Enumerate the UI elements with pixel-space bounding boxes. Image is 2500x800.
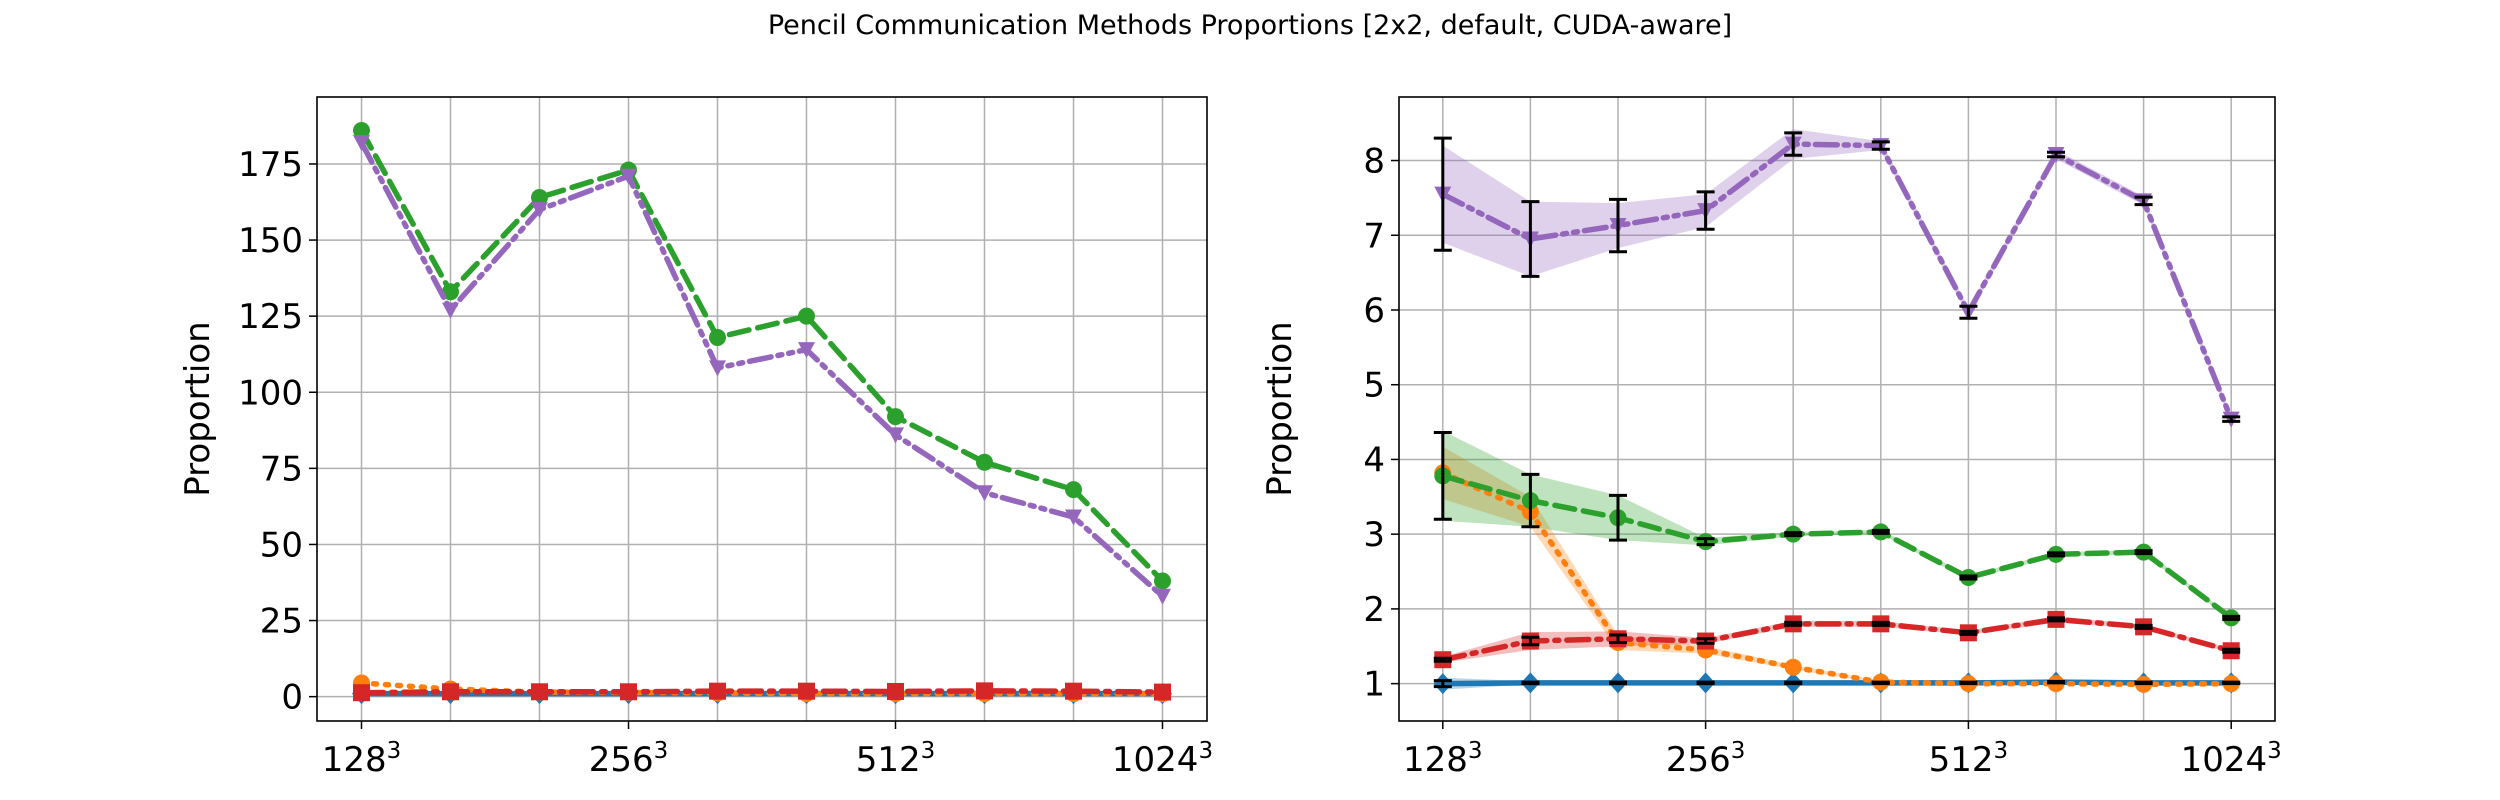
red-data-point xyxy=(976,682,993,700)
purple-confidence-band xyxy=(1442,129,2232,424)
purple-series-line xyxy=(358,139,1166,599)
red-data-point xyxy=(531,683,548,701)
y-tick-label: 4 xyxy=(1363,440,1385,480)
y-tick-label: 175 xyxy=(238,145,303,185)
green-data-point xyxy=(1065,481,1082,499)
red-data-point xyxy=(442,683,459,701)
purple-data-point xyxy=(709,360,726,377)
red-data-point xyxy=(709,682,726,700)
y-tick-label: 7 xyxy=(1363,216,1385,256)
x-tick-label: 5123 xyxy=(856,738,936,780)
y-tick-label: 50 xyxy=(260,525,303,565)
x-tick-label: 5123 xyxy=(1929,738,2009,780)
y-tick-label: 2 xyxy=(1363,590,1385,630)
y-tick-label: 75 xyxy=(260,449,303,489)
y-tick-label: 100 xyxy=(238,373,303,413)
purple-data-point xyxy=(798,342,815,359)
green-data-point xyxy=(887,408,904,426)
red-data-point xyxy=(1065,682,1082,700)
x-tick-label: 2563 xyxy=(589,738,669,780)
x-tick-label: 10243 xyxy=(1112,738,1213,780)
purple-data-point xyxy=(353,135,370,152)
y-tick-label: 0 xyxy=(281,678,303,718)
left-chart-panel: 0 25 50 75 100 125 150 175 1283 2563 5123 10243 Prop… xyxy=(178,96,1213,780)
red-data-point xyxy=(887,682,904,700)
purple-data-point xyxy=(1065,509,1082,526)
green-data-point xyxy=(976,453,993,471)
purple-series-line xyxy=(1440,141,2234,422)
purple-data-point xyxy=(887,427,904,444)
x-tick-label: 1283 xyxy=(1403,738,1483,780)
x-tick-label: 10243 xyxy=(2181,738,2282,780)
green-data-point xyxy=(709,328,726,346)
y-tick-label: 150 xyxy=(238,221,303,261)
y-tick-label: 1 xyxy=(1363,665,1385,705)
green-series-line xyxy=(358,127,1166,584)
red-data-point xyxy=(620,683,637,701)
y-axis-label: Proportion xyxy=(1260,321,1300,496)
green-data-point xyxy=(442,283,459,301)
y-tick-label: 5 xyxy=(1363,366,1385,406)
red-data-point xyxy=(1154,683,1171,701)
purple-data-point xyxy=(620,168,637,185)
right-chart-panel: 1 2 3 4 5 6 7 8 1283 2563 5123 10243 Proportion xyxy=(1260,96,2282,780)
y-tick-label: 3 xyxy=(1363,515,1385,555)
green-series-line xyxy=(1440,473,2234,621)
purple-data-point xyxy=(1154,588,1171,605)
x-tick-label: 2563 xyxy=(1666,738,1746,780)
plot-frame xyxy=(1398,96,2276,722)
orange-data-point xyxy=(1784,658,1802,676)
y-tick-label: 125 xyxy=(238,297,303,337)
purple-data-point xyxy=(976,485,993,502)
y-axis-label: Proportion xyxy=(178,321,218,496)
red-series-line xyxy=(1440,616,2234,663)
green-data-point xyxy=(798,307,815,325)
green-confidence-band xyxy=(1442,431,2232,621)
green-data-point xyxy=(353,121,370,139)
green-data-point xyxy=(531,188,548,206)
y-tick-label: 8 xyxy=(1363,142,1385,182)
plot-frame xyxy=(316,96,1208,722)
purple-data-point xyxy=(442,302,459,319)
y-tick-label: 6 xyxy=(1363,291,1385,331)
red-series-line xyxy=(358,688,1166,696)
green-data-point xyxy=(1154,572,1171,590)
blue-series-line xyxy=(1440,679,2234,687)
x-tick-label: 1283 xyxy=(322,738,402,780)
purple-data-point xyxy=(531,202,548,219)
red-data-point xyxy=(798,682,815,700)
figure-title: Pencil Communication Methods Proportions… xyxy=(767,10,1733,41)
red-data-point xyxy=(353,684,370,702)
y-tick-label: 25 xyxy=(260,602,303,642)
